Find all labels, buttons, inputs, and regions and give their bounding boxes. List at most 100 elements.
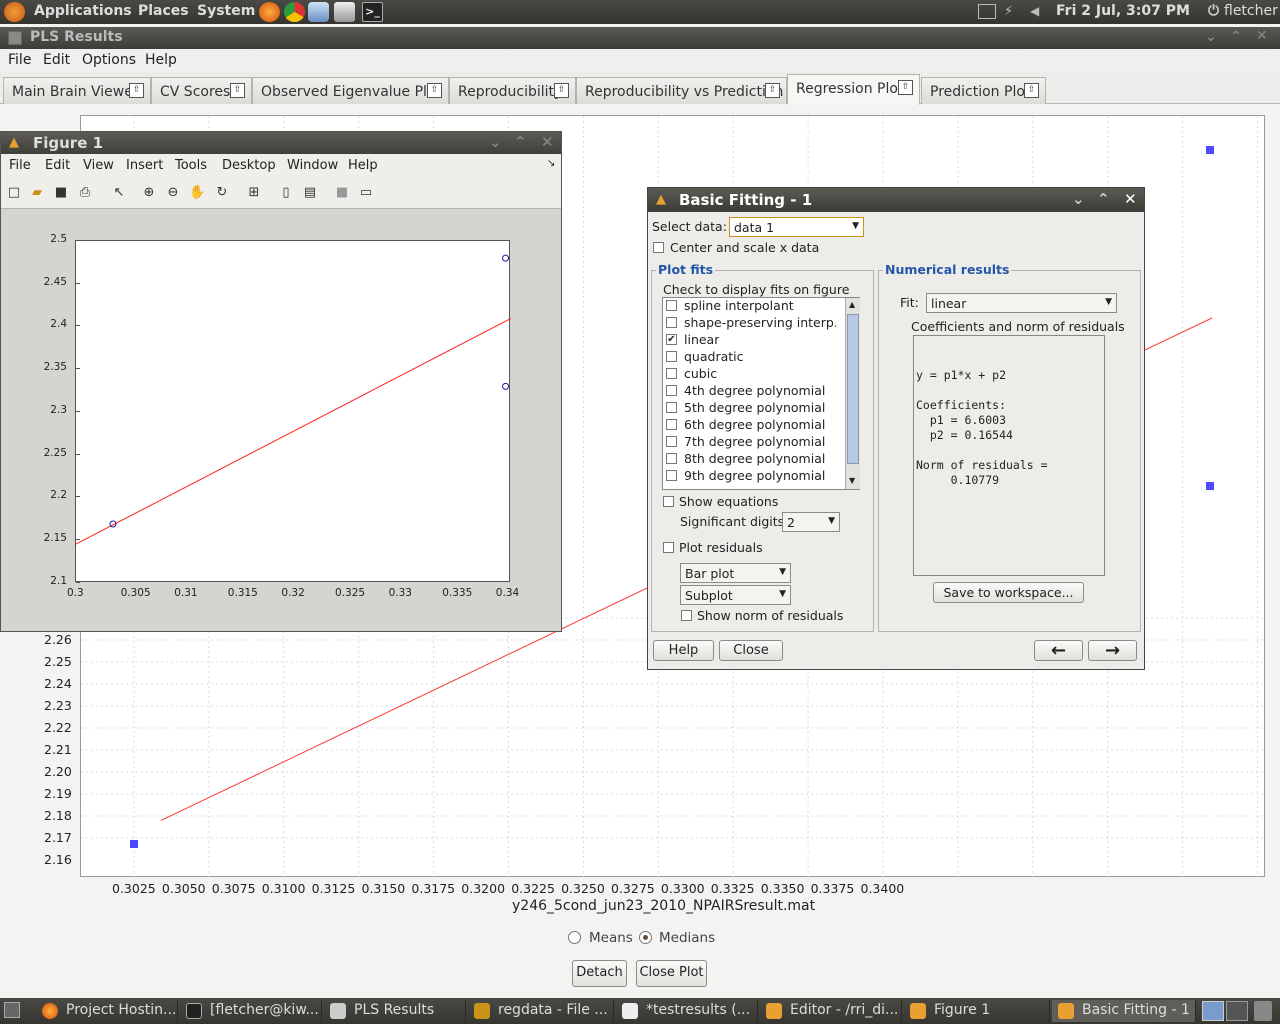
detach-tab-icon[interactable]: ⇧	[898, 80, 913, 95]
print-icon[interactable]: ⎙	[79, 185, 91, 200]
scroll-thumb[interactable]	[847, 314, 859, 464]
task-terminal[interactable]: [fletcher@kiw...	[180, 1000, 322, 1022]
volume-icon[interactable]: ◀	[1030, 4, 1040, 18]
sig-digits-dropdown[interactable]: 2 ▼	[782, 512, 840, 532]
tab-regression-plot[interactable]: Regression Plot ⇧	[787, 74, 920, 105]
show-norm-checkbox[interactable]	[681, 610, 692, 621]
close-icon[interactable]: ✕	[1256, 28, 1268, 44]
center-scale-checkbox[interactable]	[653, 242, 664, 253]
new-file-icon[interactable]: □	[7, 185, 21, 200]
fits-scrollbar[interactable]: ▲ ▼	[845, 298, 860, 489]
means-radio[interactable]	[568, 931, 581, 944]
fig-menu-insert[interactable]: Insert	[126, 158, 164, 173]
residual-location-dropdown[interactable]: Subplot ▼	[680, 585, 791, 605]
plot-residuals-checkbox[interactable]	[663, 542, 674, 553]
help-button[interactable]: Help	[653, 640, 714, 661]
fig-menu-desktop[interactable]: Desktop	[222, 158, 276, 173]
window-menu-icon[interactable]	[8, 31, 22, 45]
fit-checkbox[interactable]	[666, 317, 677, 328]
minimize-icon[interactable]: ⌄	[489, 133, 502, 151]
tab-main-brain-viewer[interactable]: Main Brain Viewer ⇧	[3, 77, 151, 104]
pointer-icon[interactable]: ↖	[113, 185, 125, 200]
fit-checkbox[interactable]	[666, 453, 677, 464]
workspace-2-icon[interactable]	[1226, 1001, 1248, 1021]
tab-observed-eigenvalue-plot[interactable]: Observed Eigenvalue Plot ⇧	[252, 77, 449, 104]
detach-tab-icon[interactable]: ⇧	[1024, 83, 1039, 98]
fit-checkbox[interactable]	[666, 436, 677, 447]
maximize-icon[interactable]: ⌃	[514, 133, 527, 151]
trash-icon[interactable]	[1254, 1001, 1272, 1021]
scroll-up-icon[interactable]: ▲	[849, 300, 856, 309]
system-menu[interactable]: System	[197, 3, 256, 19]
fit-checkbox[interactable]	[666, 419, 677, 430]
save-icon[interactable]: ■	[54, 185, 68, 200]
dock-arrow-icon[interactable]: ↘	[547, 158, 556, 169]
back-arrow-button[interactable]: ←	[1034, 640, 1083, 661]
data-cursor-icon[interactable]: ⊞	[248, 185, 260, 200]
fig-menu-tools[interactable]: Tools	[175, 158, 208, 173]
medians-radio[interactable]	[639, 931, 652, 944]
figure1-titlebar[interactable]: ▲ Figure 1 ⌄ ⌃ ✕	[1, 132, 561, 154]
task-testresults[interactable]: *testresults (...	[616, 1000, 758, 1022]
fig-menu-view[interactable]: View	[83, 158, 114, 173]
forward-arrow-button[interactable]: →	[1088, 640, 1137, 661]
fits-list[interactable]: ▲ ▼	[662, 297, 860, 490]
clock[interactable]: Fri 2 Jul, 3:07 PM	[1056, 3, 1190, 19]
fit-checkbox[interactable]: ✔	[666, 334, 677, 345]
fit-checkbox[interactable]	[666, 351, 677, 362]
tab-reproducibility[interactable]: Reproducibility ⇧	[449, 77, 576, 104]
fit-checkbox[interactable]	[666, 402, 677, 413]
menu-help[interactable]: Help	[145, 52, 177, 68]
basic-fitting-titlebar[interactable]: ▲ Basic Fitting - 1 ⌄ ⌃ ✕	[648, 188, 1144, 212]
menu-edit[interactable]: Edit	[43, 52, 71, 68]
chrome-icon[interactable]	[284, 2, 305, 22]
task-editor[interactable]: Editor - /rri_di...	[760, 1000, 902, 1022]
pan-icon[interactable]: ✋	[189, 185, 206, 200]
save-workspace-button[interactable]: Save to workspace...	[933, 582, 1084, 603]
zoom-in-icon[interactable]: ⊕	[143, 185, 155, 200]
fig-menu-edit[interactable]: Edit	[45, 158, 71, 173]
detach-tab-icon[interactable]: ⇧	[129, 83, 144, 98]
open-file-icon[interactable]: ▰	[32, 185, 42, 200]
power-icon[interactable]: ⏻	[1208, 3, 1220, 19]
detach-tab-icon[interactable]: ⇧	[427, 83, 442, 98]
task-basic-fitting[interactable]: Basic Fitting - 1	[1052, 1000, 1196, 1022]
detach-tab-icon[interactable]: ⇧	[765, 83, 780, 98]
tab-reproducibility-vs-prediction[interactable]: Reproducibility vs Prediction ⇧	[576, 77, 787, 104]
fit-checkbox[interactable]	[666, 470, 677, 481]
residual-plot-type-dropdown[interactable]: Bar plot ▼	[680, 563, 791, 583]
pls-window-titlebar[interactable]: PLS Results ⌄ ⌃ ✕	[0, 27, 1280, 49]
tab-cv-scores[interactable]: CV Scores ⇧	[151, 77, 252, 104]
minimize-icon[interactable]: ⌄	[1072, 190, 1085, 208]
notes-icon[interactable]	[334, 2, 355, 22]
close-button[interactable]: Close	[719, 640, 783, 661]
show-tools-icon[interactable]: ▭	[359, 185, 373, 200]
close-icon[interactable]: ✕	[1124, 190, 1137, 208]
fit-checkbox[interactable]	[666, 368, 677, 379]
network-icon[interactable]: ⚡	[1004, 4, 1014, 19]
fig-menu-file[interactable]: File	[9, 158, 31, 173]
fit-checkbox[interactable]	[666, 300, 677, 311]
detach-button[interactable]: Detach	[572, 960, 627, 987]
detach-tab-icon[interactable]: ⇧	[230, 83, 245, 98]
task-pls-results[interactable]: PLS Results	[324, 1000, 466, 1022]
ubuntu-logo-icon[interactable]	[4, 2, 25, 22]
minimize-icon[interactable]: ⌄	[1205, 29, 1217, 45]
fig-menu-window[interactable]: Window	[287, 158, 339, 173]
figure1-window[interactable]: ▲ Figure 1 ⌄ ⌃ ✕ File Edit View Insert T…	[0, 131, 562, 632]
task-regdata-file[interactable]: regdata - File ...	[468, 1000, 614, 1022]
firefox-icon[interactable]	[259, 2, 280, 22]
results-textbox[interactable]: y = p1*x + p2 Coefficients: p1 = 6.6003 p…	[913, 335, 1105, 576]
user-name[interactable]: fletcher	[1224, 3, 1278, 19]
close-icon[interactable]: ✕	[541, 133, 554, 151]
menu-options[interactable]: Options	[82, 52, 137, 68]
applications-menu[interactable]: Applications	[34, 3, 132, 19]
display-icon[interactable]	[978, 4, 996, 19]
fit-checkbox[interactable]	[666, 385, 677, 396]
legend-icon[interactable]: ▤	[303, 185, 317, 200]
hide-tools-icon[interactable]: ■	[335, 185, 349, 200]
places-menu[interactable]: Places	[138, 3, 189, 19]
workspace-1-icon[interactable]	[1202, 1001, 1224, 1021]
colorbar-icon[interactable]: ▯	[282, 185, 290, 200]
tab-prediction-plot[interactable]: Prediction Plot ⇧	[921, 77, 1046, 104]
